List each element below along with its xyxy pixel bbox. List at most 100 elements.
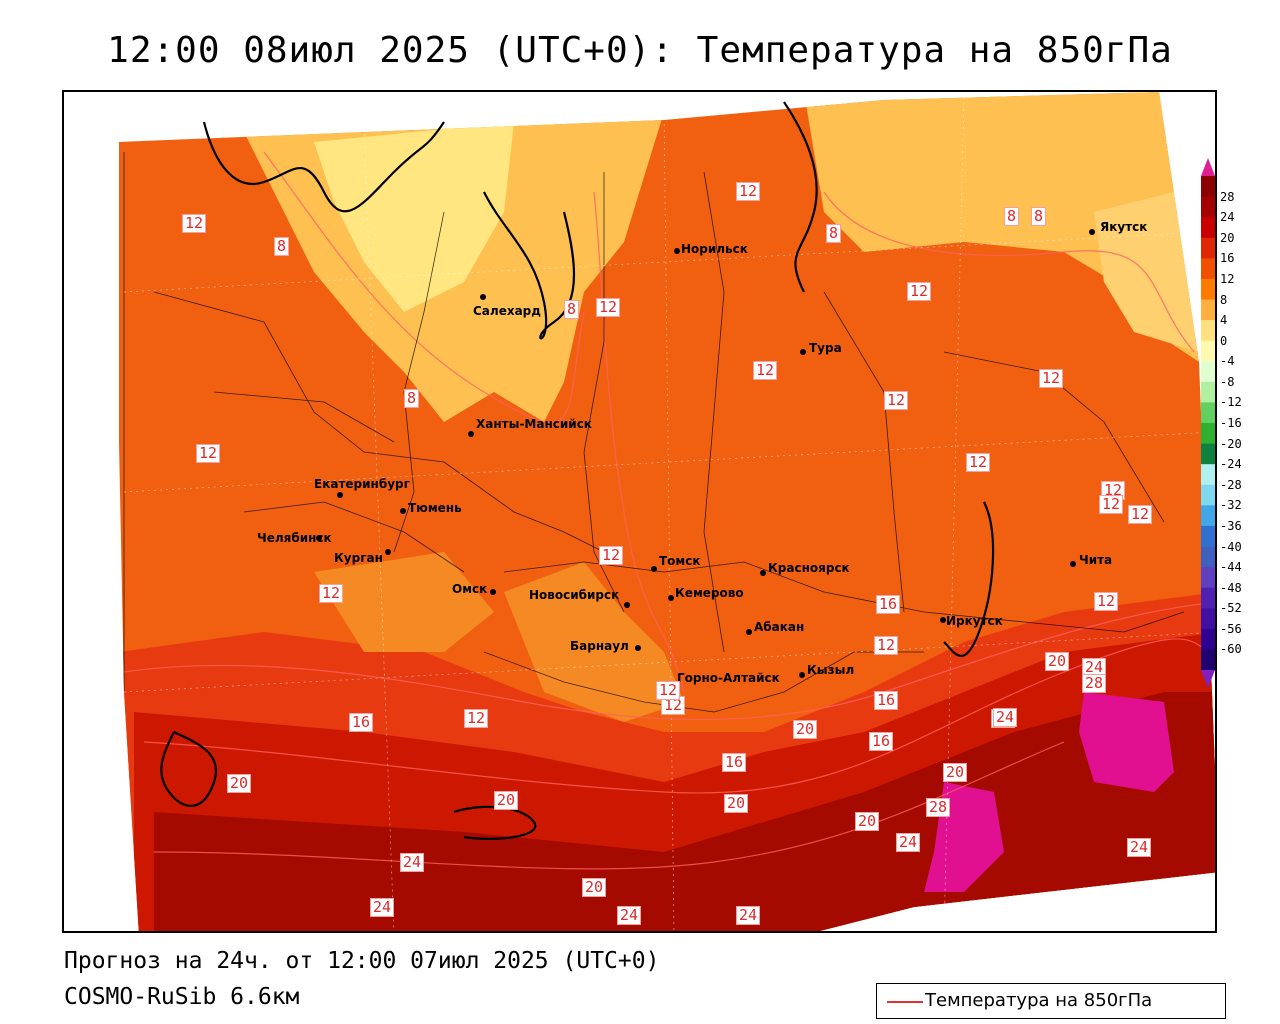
colorbar-swatch: [1201, 546, 1215, 568]
colorbar-swatch: [1201, 402, 1215, 424]
city-label: Екатеринбург: [314, 477, 410, 491]
colorbar-tick-label: -4: [1220, 354, 1235, 369]
contour-label: 12: [753, 361, 778, 380]
colorbar-swatch: [1201, 587, 1215, 609]
contour-label: 16: [874, 691, 899, 710]
city-label: Курган: [334, 551, 383, 565]
contour-label: 20: [793, 720, 818, 739]
colorbar-tick-label: 20: [1220, 230, 1235, 245]
contour-label: 24: [370, 898, 395, 917]
colorbar-swatch: [1201, 237, 1215, 259]
city-label: Челябинск: [257, 531, 332, 545]
colorbar-swatch: [1201, 320, 1215, 342]
city-label: Якутск: [1100, 220, 1148, 234]
contour-label: 8: [826, 224, 842, 243]
contour-label: 20: [227, 774, 252, 793]
colorbar-swatch: [1201, 423, 1215, 445]
contour-label: 8: [274, 237, 290, 256]
city-label: Тура: [809, 341, 842, 355]
city-marker: [480, 294, 486, 300]
contour-label: 28: [926, 798, 951, 817]
city-label: Иркутск: [946, 614, 1003, 628]
colorbar-swatch: [1201, 258, 1215, 280]
city-marker: [800, 349, 806, 355]
colorbar-tick-label: -24: [1220, 457, 1242, 472]
city-label: Тюмень: [408, 501, 462, 515]
colorbar-swatch: [1201, 217, 1215, 239]
city-label: Томск: [659, 554, 701, 568]
colorbar-tick-label: -32: [1220, 498, 1242, 513]
contour-label: 24: [1127, 838, 1152, 857]
colorbar-swatch: [1201, 361, 1215, 383]
colorbar-swatch: [1201, 525, 1215, 547]
colorbar-tick-label: -8: [1220, 374, 1235, 389]
colorbar-tick-label: 8: [1220, 292, 1228, 307]
city-marker: [1070, 561, 1076, 567]
map-legend: Температура на 850гПа: [876, 983, 1226, 1019]
contour-label: 20: [943, 763, 968, 782]
contour-label: 12: [196, 444, 221, 463]
colorbar-tick-label: -44: [1220, 560, 1242, 575]
colorbar-tick-label: 0: [1220, 333, 1228, 348]
city-marker: [799, 672, 805, 678]
legend-line-swatch: [887, 1001, 923, 1003]
colorbar-tick-label: -12: [1220, 395, 1242, 410]
contour-label: 28: [1082, 674, 1107, 693]
contour-label: 24: [993, 708, 1018, 727]
contour-label: 12: [182, 214, 207, 233]
city-label: Абакан: [754, 620, 805, 634]
city-marker: [760, 570, 766, 576]
city-label: Новосибирск: [529, 588, 620, 602]
contour-label: 24: [896, 833, 921, 852]
colorbar-swatch: [1201, 608, 1215, 630]
city-marker: [337, 492, 343, 498]
city-label: Барнаул: [570, 639, 629, 653]
colorbar-top-arrow: [1201, 158, 1215, 176]
city-marker: [635, 645, 641, 651]
contour-label: 12: [907, 282, 932, 301]
city-label: Чита: [1079, 553, 1113, 567]
model-info: COSMO-RuSib 6.6км: [64, 984, 300, 1010]
contour-label: 12: [464, 709, 489, 728]
colorbar-swatch: [1201, 464, 1215, 486]
contour-label: 12: [966, 453, 991, 472]
contour-label: 12: [599, 546, 624, 565]
contour-label: 8: [404, 389, 420, 408]
contour-label: 8: [1031, 207, 1047, 226]
city-label: Кызыл: [807, 663, 855, 677]
colorbar-tick-label: 4: [1220, 313, 1228, 328]
colorbar-swatch: [1201, 567, 1215, 589]
contour-label: 12: [874, 636, 899, 655]
colorbar-tick-label: -60: [1220, 642, 1242, 657]
city-marker: [940, 617, 946, 623]
contour-label: 12: [319, 584, 344, 603]
city-label: Красноярск: [768, 561, 850, 575]
city-marker: [746, 629, 752, 635]
colorbar-swatches: [1201, 158, 1215, 688]
contour-label: 8: [564, 300, 580, 319]
city-marker: [490, 589, 496, 595]
colorbar-swatch: [1201, 505, 1215, 527]
contour-label: 20: [724, 794, 749, 813]
colorbar-tick-label: -52: [1220, 601, 1242, 616]
colorbar-swatch: [1201, 176, 1215, 198]
city-marker: [674, 248, 680, 254]
colorbar-tick-label: -56: [1220, 621, 1242, 636]
colorbar-tick-label: -40: [1220, 539, 1242, 554]
colorbar-swatch: [1201, 340, 1215, 362]
colorbar-tick-label: -20: [1220, 436, 1242, 451]
city-label: Горно-Алтайск: [677, 671, 780, 685]
city-marker: [668, 595, 674, 601]
contour-label: 12: [596, 298, 621, 317]
city-label: Ханты-Мансийск: [476, 417, 592, 431]
colorbar-tick-label: -48: [1220, 580, 1242, 595]
city-marker: [468, 431, 474, 437]
colorbar-swatch: [1201, 649, 1215, 671]
colorbar-tick-label: -36: [1220, 518, 1242, 533]
colorbar-tick-label: -16: [1220, 416, 1242, 430]
colorbar-swatch: [1201, 278, 1215, 300]
city-marker: [624, 602, 630, 608]
contour-label: 16: [876, 595, 901, 614]
contour-label: 24: [400, 853, 425, 872]
city-label: Салехард: [473, 304, 541, 318]
